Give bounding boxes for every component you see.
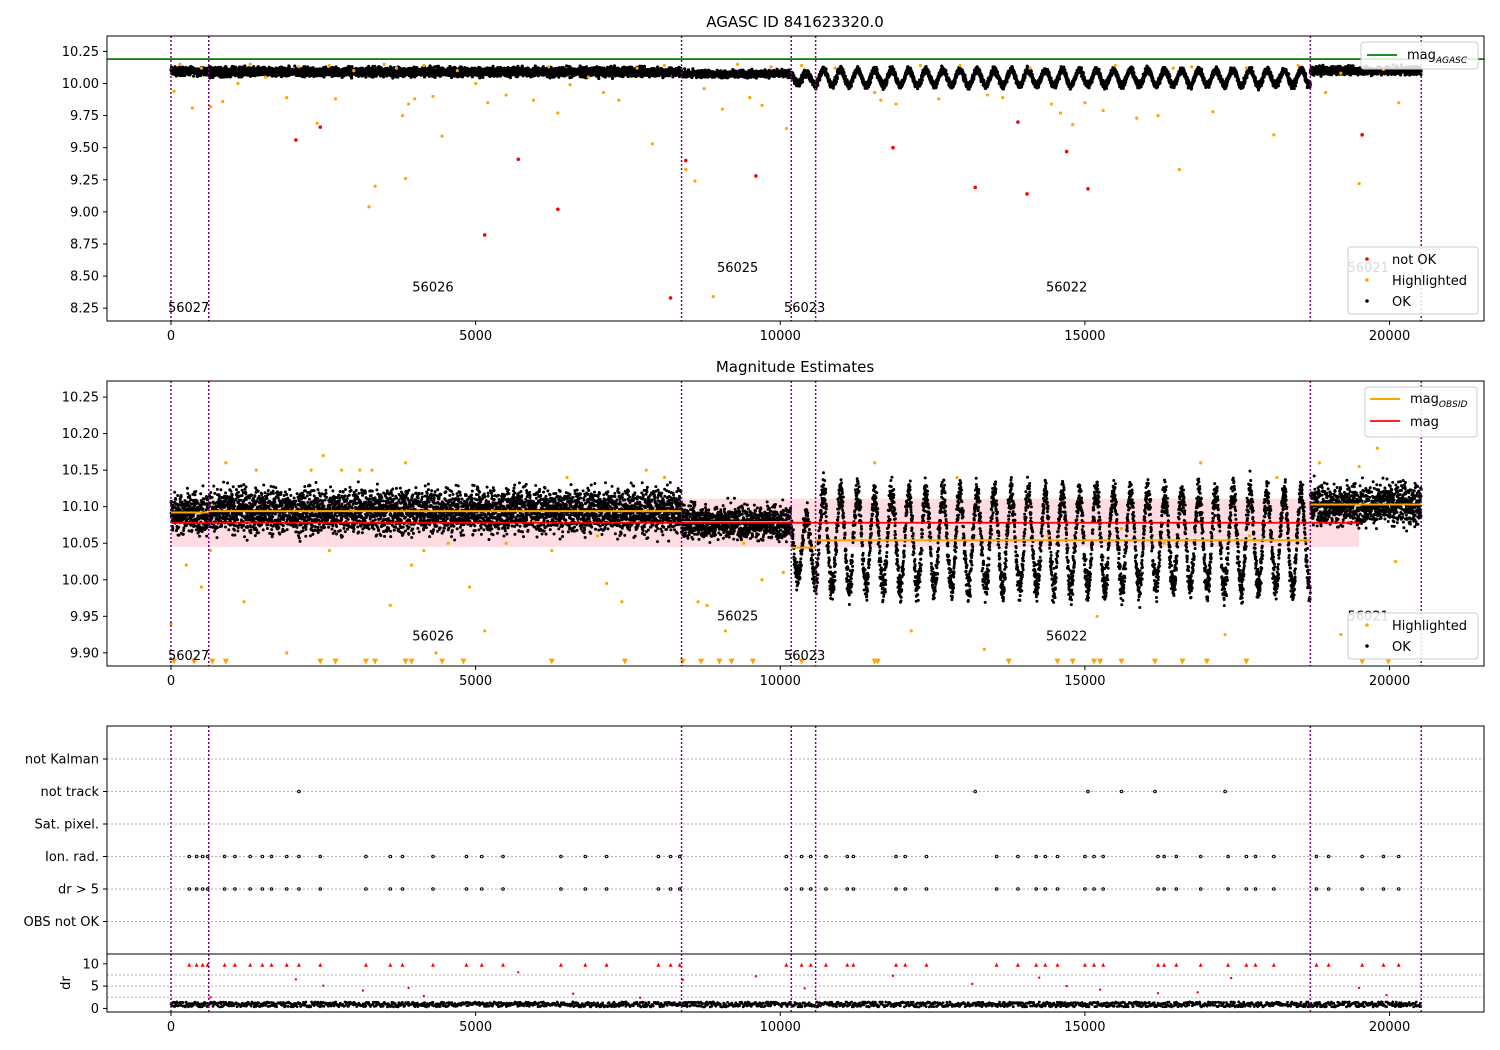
ok-point: [491, 65, 494, 68]
ok-point: [192, 75, 195, 78]
figure-title: AGASC ID 841623320.0: [706, 13, 884, 31]
ok-point: [832, 87, 835, 90]
ok-point: [824, 67, 827, 70]
ok-point: [611, 77, 614, 80]
ok-point: [826, 75, 829, 78]
ok-point: [350, 65, 353, 68]
ok-point: [801, 80, 804, 83]
ok-point: [364, 75, 367, 78]
ok-point: [249, 75, 252, 78]
ok-point: [509, 76, 512, 79]
ok-point: [844, 75, 847, 78]
ok-point: [373, 65, 376, 68]
ok-point: [548, 76, 551, 79]
ok-point: [597, 77, 600, 80]
ok-point: [836, 77, 839, 80]
ok-point: [648, 75, 651, 78]
ok-point: [683, 67, 686, 70]
ok-point: [816, 83, 819, 86]
